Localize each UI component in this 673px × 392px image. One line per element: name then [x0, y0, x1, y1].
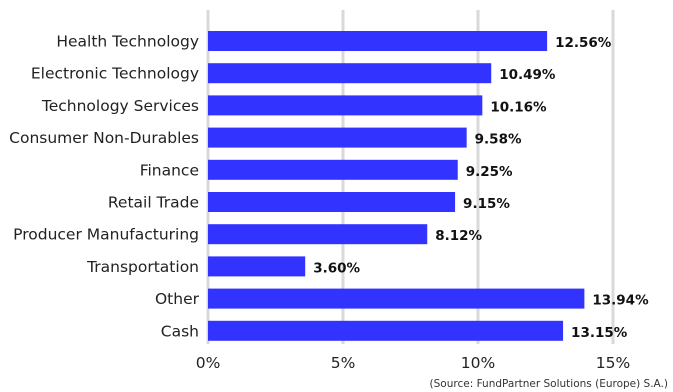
category-label-7: Transportation	[86, 258, 199, 276]
category-label-5: Retail Trade	[108, 194, 199, 212]
category-label-6: Producer Manufacturing	[13, 226, 199, 244]
value-label-3: 9.58%	[475, 132, 522, 148]
category-label-8: Other	[155, 290, 200, 308]
category-labels: Health Technology Electronic Technology Te…	[9, 33, 199, 341]
bar-2	[208, 95, 483, 116]
value-label-0: 12.56%	[555, 35, 612, 51]
value-label-8: 13.94%	[592, 293, 649, 309]
value-label-2: 10.16%	[490, 99, 547, 115]
bar-3	[208, 127, 467, 148]
value-label-4: 9.25%	[466, 164, 513, 180]
x-tick-label-0: 0%	[196, 354, 221, 372]
category-label-1: Electronic Technology	[31, 65, 199, 83]
value-label-6: 8.12%	[435, 228, 482, 244]
x-tick-label-1: 5%	[331, 354, 356, 372]
bar-0	[208, 31, 548, 51]
x-tick-label-3: 15%	[596, 354, 630, 372]
value-labels: 12.56% 10.49% 10.16% 9.58% 9.25% 9.15% 8.12% 3.…	[313, 35, 649, 341]
value-label-7: 3.60%	[313, 260, 360, 276]
bar-6	[208, 224, 428, 245]
source-note: (Source: FundPartner Solutions (Europe) …	[430, 378, 668, 390]
category-label-4: Finance	[140, 161, 199, 179]
category-label-0: Health Technology	[56, 33, 199, 51]
value-label-1: 10.49%	[499, 67, 556, 83]
value-label-9: 13.15%	[571, 325, 628, 341]
bar-4	[208, 159, 458, 180]
value-label-5: 9.15%	[463, 196, 510, 212]
category-label-9: Cash	[161, 322, 199, 340]
category-label-2: Technology Services	[41, 97, 199, 115]
bar-7	[208, 256, 306, 277]
bars	[208, 31, 585, 341]
bar-1	[208, 63, 492, 84]
category-label-3: Consumer Non-Durables	[9, 129, 199, 147]
x-tick-label-2: 10%	[461, 354, 495, 372]
bar-8	[208, 288, 585, 309]
bar-5	[208, 192, 456, 212]
bar-9	[208, 320, 564, 341]
x-axis-ticks: 0% 5% 10% 15%	[196, 354, 631, 372]
